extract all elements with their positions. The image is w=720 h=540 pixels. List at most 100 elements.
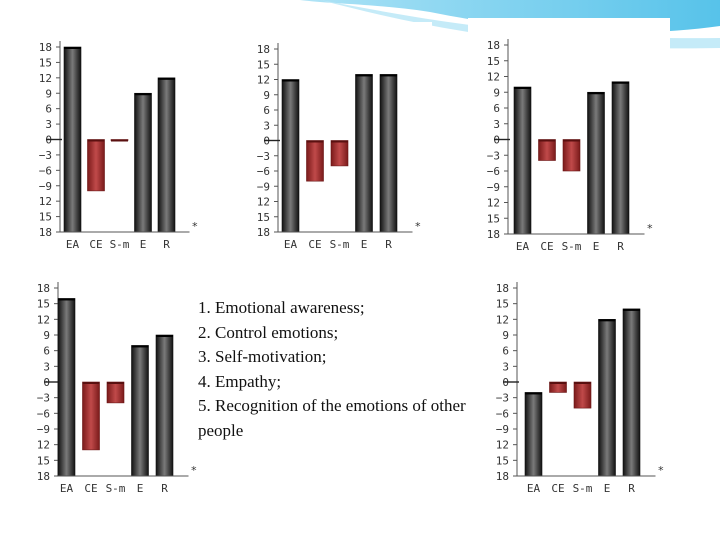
bar-r (611, 81, 630, 235)
y-tick-label: −3 (37, 392, 50, 405)
y-tick-label: 18 (257, 226, 270, 239)
y-tick-label: −3 (257, 150, 270, 163)
y-tick-label: 6 (45, 103, 52, 116)
bar-e (131, 345, 149, 477)
bar-cap (282, 79, 299, 82)
bar-cap (64, 47, 81, 49)
y-tick-label: 12 (496, 439, 509, 452)
y-tick-label: −6 (37, 407, 50, 420)
legend-item-self-motivation: 3. Self-motivation; (198, 347, 327, 366)
bar-ea (57, 298, 76, 477)
y-tick-label: −9 (39, 180, 52, 193)
category-label: R (617, 240, 624, 253)
bar-cap (355, 74, 373, 77)
y-tick-label: −6 (257, 165, 270, 178)
bar-ce (538, 139, 556, 161)
legend-item-emotional-awareness: 1. Emotional awareness; (198, 298, 365, 317)
y-tick-label: −3 (39, 149, 52, 162)
y-tick-label: 15 (257, 211, 270, 224)
bar-r (379, 74, 398, 233)
bar-e (598, 319, 616, 477)
legend-item-recognition: 5. Recognition of the emotions of other … (198, 396, 466, 440)
bar-cap (156, 335, 173, 337)
y-tick-label: 12 (496, 313, 509, 326)
bar-cap (612, 81, 629, 84)
bar-cap (87, 139, 105, 142)
y-tick-label: 9 (502, 329, 509, 342)
category-label: EA (66, 238, 80, 251)
y-tick-label: 18 (39, 41, 52, 54)
bar-r (157, 77, 176, 233)
legend-list: 1. Emotional awareness; 2. Control emoti… (198, 296, 478, 443)
bar-cap (82, 382, 100, 384)
bar-cap (538, 139, 556, 142)
y-tick-label: 18 (37, 470, 50, 483)
y-tick-label: 15 (37, 298, 50, 311)
category-label: S-m (110, 238, 130, 251)
y-tick-label: 9 (263, 89, 270, 102)
bar-cap (587, 92, 605, 95)
bar-cap (549, 382, 567, 384)
category-label: R (385, 238, 392, 251)
y-tick-label: 18 (496, 470, 509, 483)
y-tick-label: 18 (39, 226, 52, 239)
category-label: CE (89, 238, 102, 251)
bar-cap (574, 382, 591, 384)
y-tick-label: 15 (496, 454, 509, 467)
bar-cap (598, 319, 616, 322)
bar-cap (623, 308, 640, 311)
y-tick-label: 3 (45, 118, 52, 131)
category-label: E (593, 240, 600, 253)
y-tick-label: 12 (39, 195, 52, 208)
y-tick-label: −6 (39, 164, 52, 177)
bar-s-m (562, 139, 581, 172)
bar-cap (131, 345, 149, 348)
bar-ce (87, 139, 105, 192)
bar-ce (306, 140, 324, 182)
category-label: CE (551, 482, 564, 495)
y-tick-label: 15 (257, 58, 270, 71)
category-label: E (361, 238, 368, 251)
y-tick-label: 18 (496, 282, 509, 295)
y-tick-label: 15 (37, 454, 50, 467)
category-label: R (163, 238, 170, 251)
y-tick-label: −6 (487, 165, 500, 178)
category-label: S-m (562, 240, 582, 253)
y-tick-label: 9 (43, 329, 50, 342)
category-label: EA (516, 240, 530, 253)
bar-cap (58, 298, 75, 301)
category-label: CE (308, 238, 321, 251)
y-tick-label: 12 (257, 74, 270, 87)
bar-cap (111, 139, 128, 142)
y-tick-label: 6 (493, 102, 500, 115)
bar-ea (524, 392, 543, 477)
category-label: S-m (330, 238, 350, 251)
category-label: E (140, 238, 147, 251)
bar-cap (134, 93, 152, 96)
bar-e (355, 74, 373, 233)
y-tick-label: 3 (502, 360, 509, 373)
y-tick-label: 12 (257, 196, 270, 209)
bar-cap (380, 74, 397, 77)
asterisk-marker: * (192, 220, 199, 233)
category-label: E (604, 482, 611, 495)
bar-cap (158, 77, 175, 80)
y-tick-label: −3 (487, 149, 500, 162)
y-tick-label: −9 (496, 423, 509, 436)
y-tick-label: 6 (43, 345, 50, 358)
category-label: S-m (106, 482, 126, 495)
category-label: CE (84, 482, 97, 495)
bar-ea (513, 86, 532, 235)
y-tick-label: 9 (493, 86, 500, 99)
y-tick-label: 15 (496, 298, 509, 311)
category-label: R (628, 482, 635, 495)
legend-item-empathy: 4. Empathy; (198, 371, 282, 391)
y-tick-label: 15 (487, 55, 500, 68)
bar-cap (107, 382, 124, 384)
y-tick-label: 6 (502, 345, 509, 358)
